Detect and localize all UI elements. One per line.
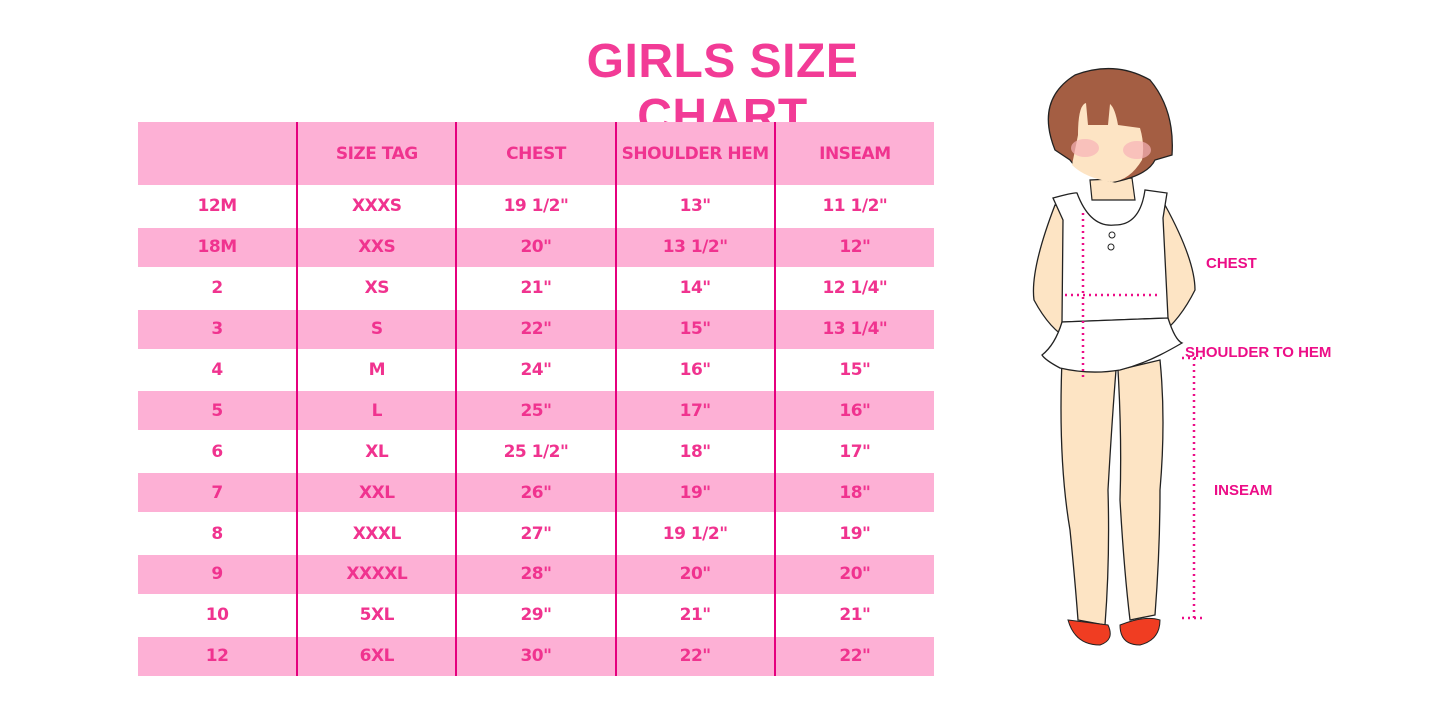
table-cell: 6XL (296, 634, 457, 676)
table-cell: 18" (614, 430, 775, 473)
table-cell: XXXS (296, 185, 457, 227)
table-cell: 25" (455, 389, 616, 432)
shoulder-to-hem-label: SHOULDER TO HEM (1185, 344, 1332, 361)
girl-measurement-illustration: CHEST SHOULDER TO HEM INSEAM (1020, 60, 1380, 674)
table-header-row: SIZE TAG CHEST SHOULDER HEM INSEAM (138, 122, 934, 186)
table-cell: XS (296, 266, 457, 309)
table-cell: 10 (138, 593, 298, 636)
table-row: 9 XXXXL 28" 20" 20" (138, 553, 934, 595)
girl-figure-icon (1032, 67, 1202, 646)
table-cell: 21" (455, 266, 616, 309)
table-cell: XXXXL (296, 553, 457, 595)
table-row: 10 5XL 29" 21" 21" (138, 593, 934, 636)
table-row: 5 L 25" 17" 16" (138, 389, 934, 432)
table-cell: 11 1/2" (773, 185, 934, 227)
table-cell: 28" (455, 553, 616, 595)
table-row: 3 S 22" 15" 13 1/4" (138, 307, 934, 350)
size-chart-table: SIZE TAG CHEST SHOULDER HEM INSEAM 12M XXXS 1… (138, 122, 934, 676)
table-cell: 20" (614, 553, 775, 595)
table-cell: XL (296, 430, 457, 473)
table-cell: 12 1/4" (773, 266, 934, 309)
table-cell: XXXL (296, 512, 457, 555)
table-cell: 22" (773, 634, 934, 676)
table-cell: 16" (614, 348, 775, 391)
table-cell: 19" (773, 512, 934, 555)
table-row: 12 6XL 30" 22" 22" (138, 634, 934, 676)
table-cell: 5 (138, 389, 298, 432)
table-row: 7 XXL 26" 19" 18" (138, 471, 934, 514)
table-cell: 12M (138, 185, 298, 227)
table-cell: 30" (455, 634, 616, 676)
table-row: 18M XXS 20" 13 1/2" 12" (138, 225, 934, 268)
table-cell: 13 1/4" (773, 307, 934, 350)
table-cell: 4 (138, 348, 298, 391)
table-cell: 13" (614, 185, 775, 227)
table-cell: 5XL (296, 593, 457, 636)
table-cell: 21" (614, 593, 775, 636)
table-cell: 9 (138, 553, 298, 595)
table-cell: 19 1/2" (614, 512, 775, 555)
table-cell: 22" (614, 634, 775, 676)
table-cell: 17" (773, 430, 934, 473)
table-cell: XXS (296, 225, 457, 268)
table-cell: 26" (455, 471, 616, 514)
table-cell: 12 (138, 634, 298, 676)
column-header: INSEAM (773, 122, 934, 186)
table-cell: 22" (455, 307, 616, 350)
table-cell: 24" (455, 348, 616, 391)
table-cell: 29" (455, 593, 616, 636)
table-cell: 15" (773, 348, 934, 391)
table-cell: 6 (138, 430, 298, 473)
column-header: SIZE TAG (296, 122, 457, 186)
table-cell: 13 1/2" (614, 225, 775, 268)
table-row: 6 XL 25 1/2" 18" 17" (138, 430, 934, 473)
table-cell: 15" (614, 307, 775, 350)
table-cell: 12" (773, 225, 934, 268)
table-cell: 27" (455, 512, 616, 555)
table-cell: 3 (138, 307, 298, 350)
table-cell: 19" (614, 471, 775, 514)
table-cell: 2 (138, 266, 298, 309)
chest-label: CHEST (1206, 255, 1257, 272)
table-cell: 25 1/2" (455, 430, 616, 473)
column-header: CHEST (455, 122, 616, 186)
table-cell: 8 (138, 512, 298, 555)
table-cell: 14" (614, 266, 775, 309)
table-cell: 19 1/2" (455, 185, 616, 227)
table-cell: 20" (455, 225, 616, 268)
table-cell: 18" (773, 471, 934, 514)
table-cell: 21" (773, 593, 934, 636)
table-cell: XXL (296, 471, 457, 514)
table-row: 12M XXXS 19 1/2" 13" 11 1/2" (138, 185, 934, 227)
column-header (138, 122, 298, 186)
table-cell: 18M (138, 225, 298, 268)
table-cell: 7 (138, 471, 298, 514)
table-row: 8 XXXL 27" 19 1/2" 19" (138, 512, 934, 555)
table-cell: M (296, 348, 457, 391)
table-row: 2 XS 21" 14" 12 1/4" (138, 266, 934, 309)
table-row: 4 M 24" 16" 15" (138, 348, 934, 391)
column-header: SHOULDER HEM (614, 122, 775, 186)
table-cell: 17" (614, 389, 775, 432)
table-cell: 20" (773, 553, 934, 595)
table-cell: S (296, 307, 457, 350)
table-cell: L (296, 389, 457, 432)
table-cell: 16" (773, 389, 934, 432)
page-title: GIRLS SIZE CHART (586, 35, 859, 143)
inseam-label: INSEAM (1214, 482, 1273, 499)
